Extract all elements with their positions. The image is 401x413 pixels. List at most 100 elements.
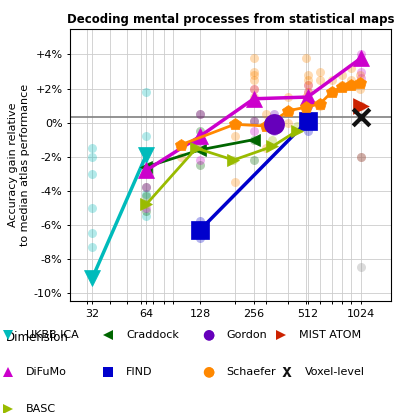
Text: x: x bbox=[282, 363, 292, 381]
Point bbox=[271, 116, 277, 123]
Point bbox=[143, 162, 150, 169]
Point bbox=[197, 218, 203, 225]
Point bbox=[143, 167, 150, 173]
Point bbox=[143, 192, 150, 199]
Point bbox=[197, 157, 203, 164]
Text: ●: ● bbox=[203, 365, 215, 379]
Point bbox=[358, 75, 365, 82]
Point bbox=[197, 162, 203, 169]
Point bbox=[251, 118, 257, 124]
Point bbox=[358, 264, 365, 271]
Point bbox=[263, 111, 269, 117]
Point bbox=[304, 82, 311, 88]
Text: Gordon: Gordon bbox=[227, 330, 267, 339]
Point bbox=[143, 213, 150, 220]
Point bbox=[143, 133, 150, 140]
Point bbox=[143, 191, 150, 197]
Point bbox=[251, 94, 257, 100]
Text: Dimension: Dimension bbox=[6, 332, 69, 344]
Point bbox=[197, 221, 203, 228]
Point bbox=[304, 102, 311, 109]
Text: Voxel-level: Voxel-level bbox=[305, 367, 365, 377]
Point bbox=[304, 102, 311, 109]
Point bbox=[143, 201, 150, 208]
Point bbox=[251, 77, 257, 83]
Point bbox=[304, 99, 311, 105]
Point bbox=[143, 204, 150, 211]
Point bbox=[143, 150, 150, 157]
Point bbox=[348, 65, 354, 71]
Point bbox=[339, 82, 345, 88]
Point bbox=[358, 51, 365, 58]
Point bbox=[329, 89, 335, 95]
Point bbox=[251, 157, 257, 164]
Point bbox=[231, 179, 238, 185]
Point bbox=[358, 68, 365, 75]
Text: FIND: FIND bbox=[126, 367, 153, 377]
Text: BASC: BASC bbox=[26, 404, 56, 413]
Point bbox=[317, 68, 323, 75]
Point bbox=[178, 153, 184, 160]
Point bbox=[356, 85, 363, 92]
Point bbox=[358, 114, 365, 121]
Point bbox=[302, 111, 309, 117]
Point bbox=[89, 244, 96, 250]
Point bbox=[358, 102, 365, 109]
Point bbox=[304, 128, 311, 134]
Point bbox=[251, 85, 257, 92]
Point bbox=[89, 204, 96, 211]
Point bbox=[197, 140, 203, 146]
Point bbox=[304, 71, 311, 78]
Point bbox=[269, 136, 275, 143]
Point bbox=[230, 157, 237, 164]
Point bbox=[197, 235, 203, 242]
Point bbox=[197, 111, 203, 117]
Point bbox=[348, 77, 354, 83]
Point bbox=[143, 184, 150, 191]
Point bbox=[143, 208, 150, 214]
Text: Schaefer: Schaefer bbox=[227, 367, 276, 377]
Point bbox=[89, 145, 96, 152]
Text: DiFuMo: DiFuMo bbox=[26, 367, 67, 377]
Point bbox=[89, 171, 96, 177]
Point bbox=[143, 184, 150, 191]
Point bbox=[285, 119, 292, 126]
Point bbox=[197, 111, 203, 117]
Point bbox=[197, 136, 203, 143]
Point bbox=[251, 128, 257, 134]
Point bbox=[251, 136, 257, 143]
Point bbox=[304, 89, 311, 95]
Point bbox=[271, 128, 277, 134]
Point bbox=[304, 89, 311, 95]
Point bbox=[358, 102, 365, 109]
Point bbox=[358, 153, 365, 160]
Point bbox=[251, 68, 257, 75]
Y-axis label: Accuracy gain relative
to median atlas performance: Accuracy gain relative to median atlas p… bbox=[8, 84, 30, 246]
Point bbox=[89, 153, 96, 160]
Point bbox=[302, 55, 309, 61]
Point bbox=[356, 71, 363, 78]
Point bbox=[143, 89, 150, 95]
Point bbox=[339, 71, 345, 78]
Point bbox=[304, 77, 311, 83]
Point bbox=[251, 55, 257, 61]
Point bbox=[89, 230, 96, 237]
Point bbox=[251, 71, 257, 78]
Text: UKBB ICA: UKBB ICA bbox=[26, 330, 79, 339]
Point bbox=[302, 94, 309, 100]
Point bbox=[251, 118, 257, 124]
Point bbox=[285, 94, 292, 100]
Point bbox=[358, 153, 365, 160]
Point bbox=[304, 82, 311, 88]
Point bbox=[251, 99, 257, 105]
Text: MIST ATOM: MIST ATOM bbox=[299, 330, 361, 339]
Title: Decoding mental processes from statistical maps: Decoding mental processes from statistic… bbox=[67, 13, 394, 26]
Point bbox=[193, 140, 200, 146]
Point bbox=[197, 128, 203, 134]
Point bbox=[329, 77, 335, 83]
Point bbox=[293, 123, 300, 129]
Point bbox=[251, 85, 257, 92]
Point bbox=[231, 133, 238, 140]
Point bbox=[317, 77, 323, 83]
Point bbox=[271, 111, 277, 117]
